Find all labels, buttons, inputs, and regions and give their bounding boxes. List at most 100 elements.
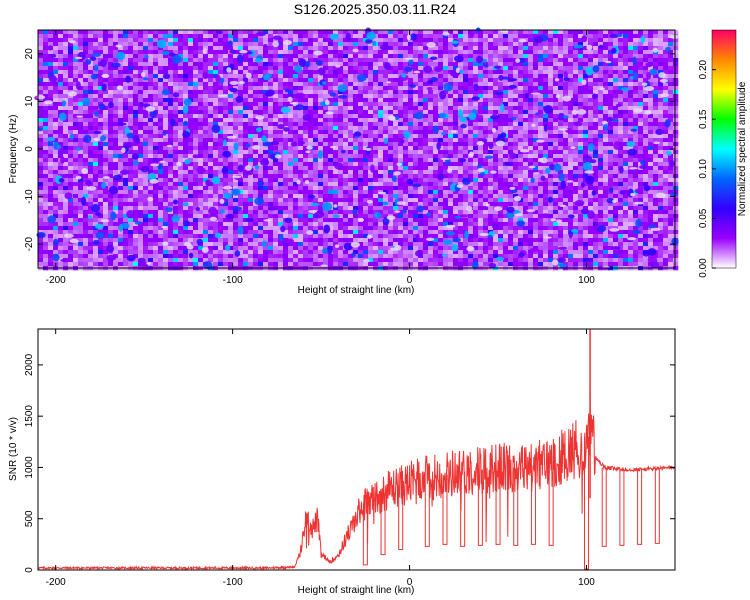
heatmap-cell bbox=[83, 58, 89, 63]
heatmap-cell bbox=[458, 98, 464, 103]
heatmap-cell bbox=[393, 154, 399, 159]
heatmap-cell bbox=[463, 150, 469, 155]
heatmap-cell bbox=[83, 74, 89, 79]
heatmap-cell bbox=[338, 126, 344, 131]
heatmap-cell bbox=[343, 146, 349, 151]
heatmap-cell bbox=[433, 174, 439, 179]
heatmap-cell bbox=[223, 34, 229, 39]
heatmap-cell bbox=[563, 54, 569, 59]
heatmap-cell bbox=[643, 74, 649, 79]
heatmap-cell bbox=[383, 150, 389, 155]
heatmap-cell bbox=[428, 178, 434, 183]
heatmap-cell bbox=[333, 46, 339, 51]
heatmap-cell bbox=[188, 62, 194, 67]
heatmap-cell bbox=[333, 42, 339, 47]
heatmap-cell bbox=[133, 102, 139, 107]
heatmap-cell bbox=[178, 174, 184, 179]
heatmap-cell bbox=[393, 106, 399, 111]
heatmap-cell bbox=[168, 78, 174, 83]
heatmap-cell bbox=[338, 70, 344, 75]
heatmap-cell bbox=[248, 118, 254, 123]
heatmap-cell bbox=[588, 154, 594, 159]
heatmap-cell bbox=[468, 62, 474, 67]
heatmap-cell bbox=[223, 126, 229, 131]
heatmap-cell bbox=[53, 174, 59, 179]
heatmap-cell bbox=[248, 58, 254, 63]
heatmap-cell bbox=[88, 122, 94, 127]
heatmap-cell bbox=[608, 86, 614, 91]
heatmap-cell bbox=[193, 134, 199, 139]
heatmap-cell bbox=[348, 126, 354, 131]
heatmap-cell bbox=[398, 62, 404, 67]
heatmap-cell bbox=[433, 162, 439, 167]
heatmap-cell bbox=[218, 70, 224, 75]
heatmap-cell bbox=[658, 178, 664, 183]
heatmap-cell bbox=[468, 38, 474, 43]
heatmap-cell bbox=[478, 174, 484, 179]
heatmap-cell bbox=[178, 38, 184, 43]
heatmap-cell bbox=[553, 170, 559, 175]
heatmap-cell bbox=[58, 38, 64, 43]
heatmap-cell bbox=[288, 110, 294, 115]
heatmap-cell bbox=[98, 122, 104, 127]
heatmap-cell bbox=[98, 86, 104, 91]
heatmap-cell bbox=[273, 86, 279, 91]
heatmap-cell bbox=[338, 134, 344, 139]
heatmap-cell bbox=[278, 114, 284, 119]
heatmap-cell bbox=[403, 178, 409, 183]
heatmap-cell bbox=[568, 42, 574, 47]
heatmap-cell bbox=[608, 182, 614, 187]
heatmap-cell bbox=[503, 146, 509, 151]
heatmap-cell bbox=[188, 174, 194, 179]
heatmap-cell bbox=[403, 174, 409, 179]
heatmap-cell bbox=[268, 174, 274, 179]
heatmap-cell bbox=[348, 130, 354, 135]
heatmap-cell bbox=[658, 142, 664, 147]
heatmap-cell bbox=[218, 38, 224, 43]
heatmap-cell bbox=[443, 142, 449, 147]
heatmap-cell bbox=[333, 138, 339, 143]
heatmap-cell bbox=[73, 66, 79, 71]
heatmap-cell bbox=[623, 134, 629, 139]
heatmap-cell bbox=[663, 66, 669, 71]
heatmap-cell bbox=[203, 162, 209, 167]
heatmap-cell bbox=[548, 74, 554, 79]
heatmap-cell bbox=[228, 102, 234, 107]
heatmap-cell bbox=[173, 126, 179, 131]
heatmap-cell bbox=[93, 150, 99, 155]
heatmap-cell bbox=[398, 118, 404, 123]
heatmap-cell bbox=[128, 170, 134, 175]
heatmap-cell bbox=[533, 154, 539, 159]
heatmap-cell bbox=[418, 138, 424, 143]
heatmap-cell bbox=[248, 54, 254, 59]
heatmap-cell bbox=[208, 34, 214, 39]
heatmap-cell bbox=[403, 90, 409, 95]
heatmap-cell bbox=[363, 178, 369, 183]
heatmap-cell bbox=[283, 86, 289, 91]
heatmap-cell bbox=[253, 46, 259, 51]
heatmap-cell bbox=[663, 126, 669, 131]
heatmap-cell bbox=[513, 38, 519, 43]
heatmap-cell bbox=[228, 90, 234, 95]
heatmap-cell bbox=[438, 154, 444, 159]
heatmap-cell bbox=[98, 78, 104, 83]
heatmap-cell bbox=[368, 182, 374, 187]
heatmap-cell bbox=[618, 150, 624, 155]
heatmap-cell bbox=[603, 110, 609, 115]
heatmap-cell bbox=[413, 110, 419, 115]
heatmap-cell bbox=[663, 34, 669, 39]
heatmap-cell bbox=[163, 138, 169, 143]
heatmap-cell bbox=[293, 138, 299, 143]
heatmap-cell bbox=[233, 38, 239, 43]
heatmap-cell bbox=[193, 130, 199, 135]
heatmap-cell bbox=[203, 86, 209, 91]
heatmap-cell bbox=[463, 86, 469, 91]
heatmap-cell bbox=[333, 30, 339, 35]
heatmap-cell bbox=[288, 130, 294, 135]
heatmap-cell bbox=[633, 42, 639, 47]
heatmap-cell bbox=[383, 166, 389, 171]
heatmap-cell bbox=[483, 78, 489, 83]
heatmap-cell bbox=[618, 154, 624, 159]
heatmap-cell bbox=[663, 158, 669, 163]
heatmap-cell bbox=[573, 94, 579, 99]
